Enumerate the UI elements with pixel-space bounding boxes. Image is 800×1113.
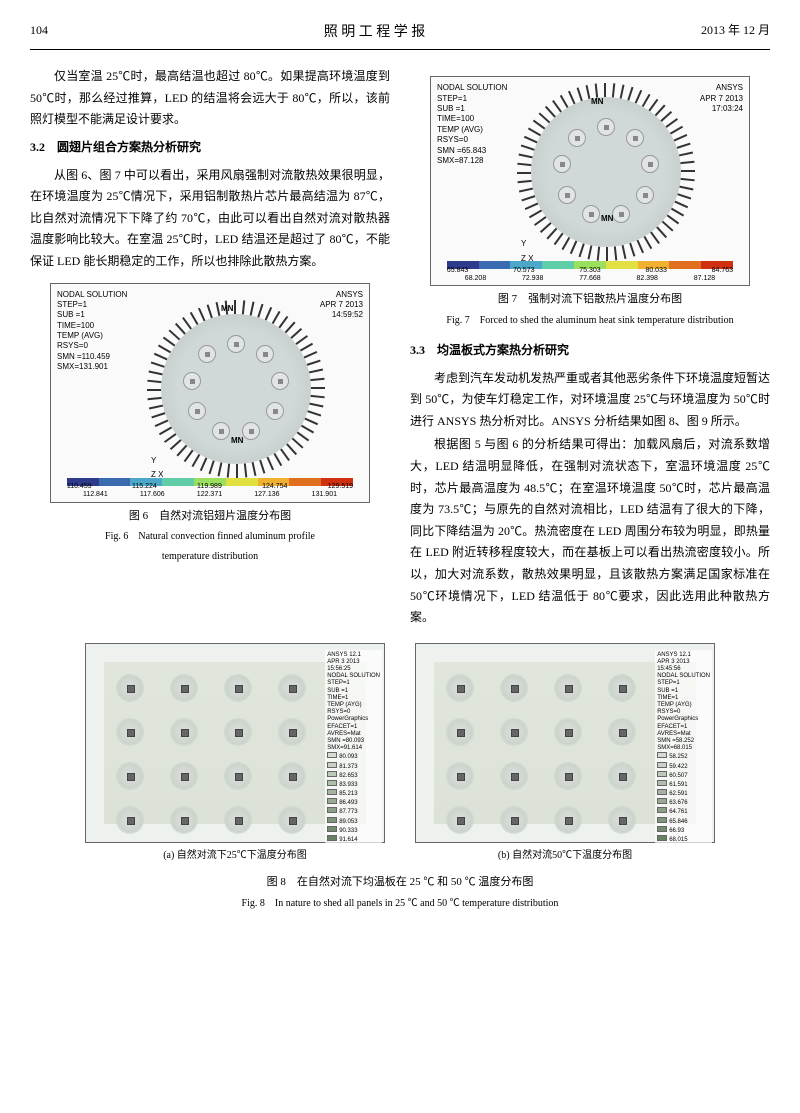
fig7-temp: TEMP (AVG) — [437, 125, 483, 134]
fig7-rsys: RSYS=0 — [437, 135, 468, 144]
fig8b-plot: ANSYS 12.1APR 3 201315:45:56NODAL SOLUTI… — [415, 643, 715, 843]
fig8a-wrap: ANSYS 12.1APR 3 201315:56:25NODAL SOLUTI… — [85, 643, 385, 865]
fig6-sub: SUB =1 — [57, 310, 85, 319]
right-column: NODAL SOLUTION STEP=1 SUB =1 TIME=100 TE… — [410, 66, 770, 631]
para-intro: 仅当室温 25℃时，最高结温也超过 80℃。如果提高环境温度到 50℃时，那么经… — [30, 66, 390, 131]
fig7-time: TIME=100 — [437, 114, 474, 123]
fig7-ticks-bot: 68.20872.93877.66882.39887.128 — [447, 273, 733, 286]
fig7-step: STEP=1 — [437, 94, 467, 103]
fig6-caption-cn: 图 6 自然对流铝翅片温度分布图 — [30, 507, 390, 527]
two-column-layout: 仅当室温 25℃时，最高结温也超过 80℃。如果提高环境温度到 50℃时，那么经… — [30, 66, 770, 631]
fig7-ansys: ANSYS — [716, 83, 743, 92]
fig7-plot: NODAL SOLUTION STEP=1 SUB =1 TIME=100 TE… — [430, 76, 750, 286]
figure-7: NODAL SOLUTION STEP=1 SUB =1 TIME=100 TE… — [410, 76, 770, 330]
fig6-labels-left: NODAL SOLUTION STEP=1 SUB =1 TIME=100 TE… — [57, 290, 127, 373]
fig7-caption-en: Fig. 7 Forced to shed the aluminum heat … — [410, 312, 770, 330]
fig8a-plot: ANSYS 12.1APR 3 201315:56:25NODAL SOLUTI… — [85, 643, 385, 843]
fig6-step: STEP=1 — [57, 300, 87, 309]
fig6-caption-en1: Fig. 6 Natural convection finned aluminu… — [30, 528, 390, 546]
fig6-smn: SMN =110.459 — [57, 352, 110, 361]
page-number: 104 — [30, 20, 48, 45]
left-column: 仅当室温 25℃时，最高结温也超过 80℃。如果提高环境温度到 50℃时，那么经… — [30, 66, 390, 631]
para-3-2: 从图 6、图 7 中可以看出，采用风扇强制对流散热效果很明显，在环境温度为 25… — [30, 165, 390, 273]
fig6-mn-bot: MN — [231, 434, 243, 448]
fig7-mn-bot: MN — [601, 212, 613, 226]
fig7-nodal: NODAL SOLUTION — [437, 83, 507, 92]
fig7-mn-top: MN — [591, 95, 603, 109]
fig6-ansys: ANSYS — [336, 290, 363, 299]
fig8-captions: 图 8 在自然对流下均温板在 25 ℃ 和 50 ℃ 温度分布图 Fig. 8 … — [30, 873, 770, 913]
journal-title: 照 明 工 程 学 报 — [324, 20, 426, 45]
fig8a-subcaption: (a) 自然对流下25℃下温度分布图 — [85, 847, 385, 865]
fig8a-legend: ANSYS 12.1APR 3 201315:56:25NODAL SOLUTI… — [325, 650, 382, 847]
figure-8: ANSYS 12.1APR 3 201315:56:25NODAL SOLUTI… — [30, 643, 770, 865]
fig6-smx: SMX=131.901 — [57, 362, 108, 371]
fig8b-legend: ANSYS 12.1APR 3 201315:45:56NODAL SOLUTI… — [655, 650, 712, 847]
fig8-caption-cn: 图 8 在自然对流下均温板在 25 ℃ 和 50 ℃ 温度分布图 — [30, 873, 770, 893]
fig6-nodal: NODAL SOLUTION — [57, 290, 127, 299]
fig6-mn-top: MN — [221, 302, 233, 316]
fig8b-subcaption: (b) 自然对流50℃下温度分布图 — [415, 847, 715, 865]
fig7-labels-left: NODAL SOLUTION STEP=1 SUB =1 TIME=100 TE… — [437, 83, 507, 166]
fig7-sub: SUB =1 — [437, 104, 465, 113]
fig6-ansys-time: 14:59:52 — [332, 310, 363, 319]
fig7-ansys-time: 17:03:24 — [712, 104, 743, 113]
fig6-labels-right: ANSYS APR 7 2013 14:59:52 — [320, 290, 363, 321]
fig6-time: TIME=100 — [57, 321, 94, 330]
fig7-heatsink-disc: MN MN — [531, 97, 681, 247]
fig6-ticks-bot: 112.841117.606122.371127.136131.901 — [67, 489, 353, 502]
page-date: 2013 年 12 月 — [701, 20, 770, 45]
fig8-caption-en: Fig. 8 In nature to shed all panels in 2… — [30, 895, 770, 913]
fig6-plot: NODAL SOLUTION STEP=1 SUB =1 TIME=100 TE… — [50, 283, 370, 503]
para-3-3b: 根据图 5 与图 6 的分析结果可得出：加载风扇后，对流系数增大，LED 结温明… — [410, 434, 770, 628]
fig7-ansys-date: APR 7 2013 — [700, 94, 743, 103]
para-3-3a: 考虑到汽车发动机发热严重或者其他恶劣条件下环境温度短暂达到 50℃，为使车灯稳定… — [410, 368, 770, 433]
fig8b-wrap: ANSYS 12.1APR 3 201315:45:56NODAL SOLUTI… — [415, 643, 715, 865]
fig6-ansys-date: APR 7 2013 — [320, 300, 363, 309]
page-header: 104 照 明 工 程 学 报 2013 年 12 月 — [30, 20, 770, 50]
fig7-smx: SMX=87.128 — [437, 156, 483, 165]
section-3-2-title: 3.2 圆翅片组合方案热分析研究 — [30, 137, 390, 159]
fig6-caption-en2: temperature distribution — [30, 548, 390, 566]
fig6-heatsink-disc: MN MN — [161, 314, 311, 464]
fig6-temp: TEMP (AVG) — [57, 331, 103, 340]
fig6-rsys: RSYS=0 — [57, 341, 88, 350]
section-3-3-title: 3.3 均温板式方案热分析研究 — [410, 340, 770, 362]
fig7-smn: SMN =65.843 — [437, 146, 486, 155]
fig7-labels-right: ANSYS APR 7 2013 17:03:24 — [700, 83, 743, 114]
figure-6: NODAL SOLUTION STEP=1 SUB =1 TIME=100 TE… — [30, 283, 390, 567]
fig7-caption-cn: 图 7 强制对流下铝散热片温度分布图 — [410, 290, 770, 310]
